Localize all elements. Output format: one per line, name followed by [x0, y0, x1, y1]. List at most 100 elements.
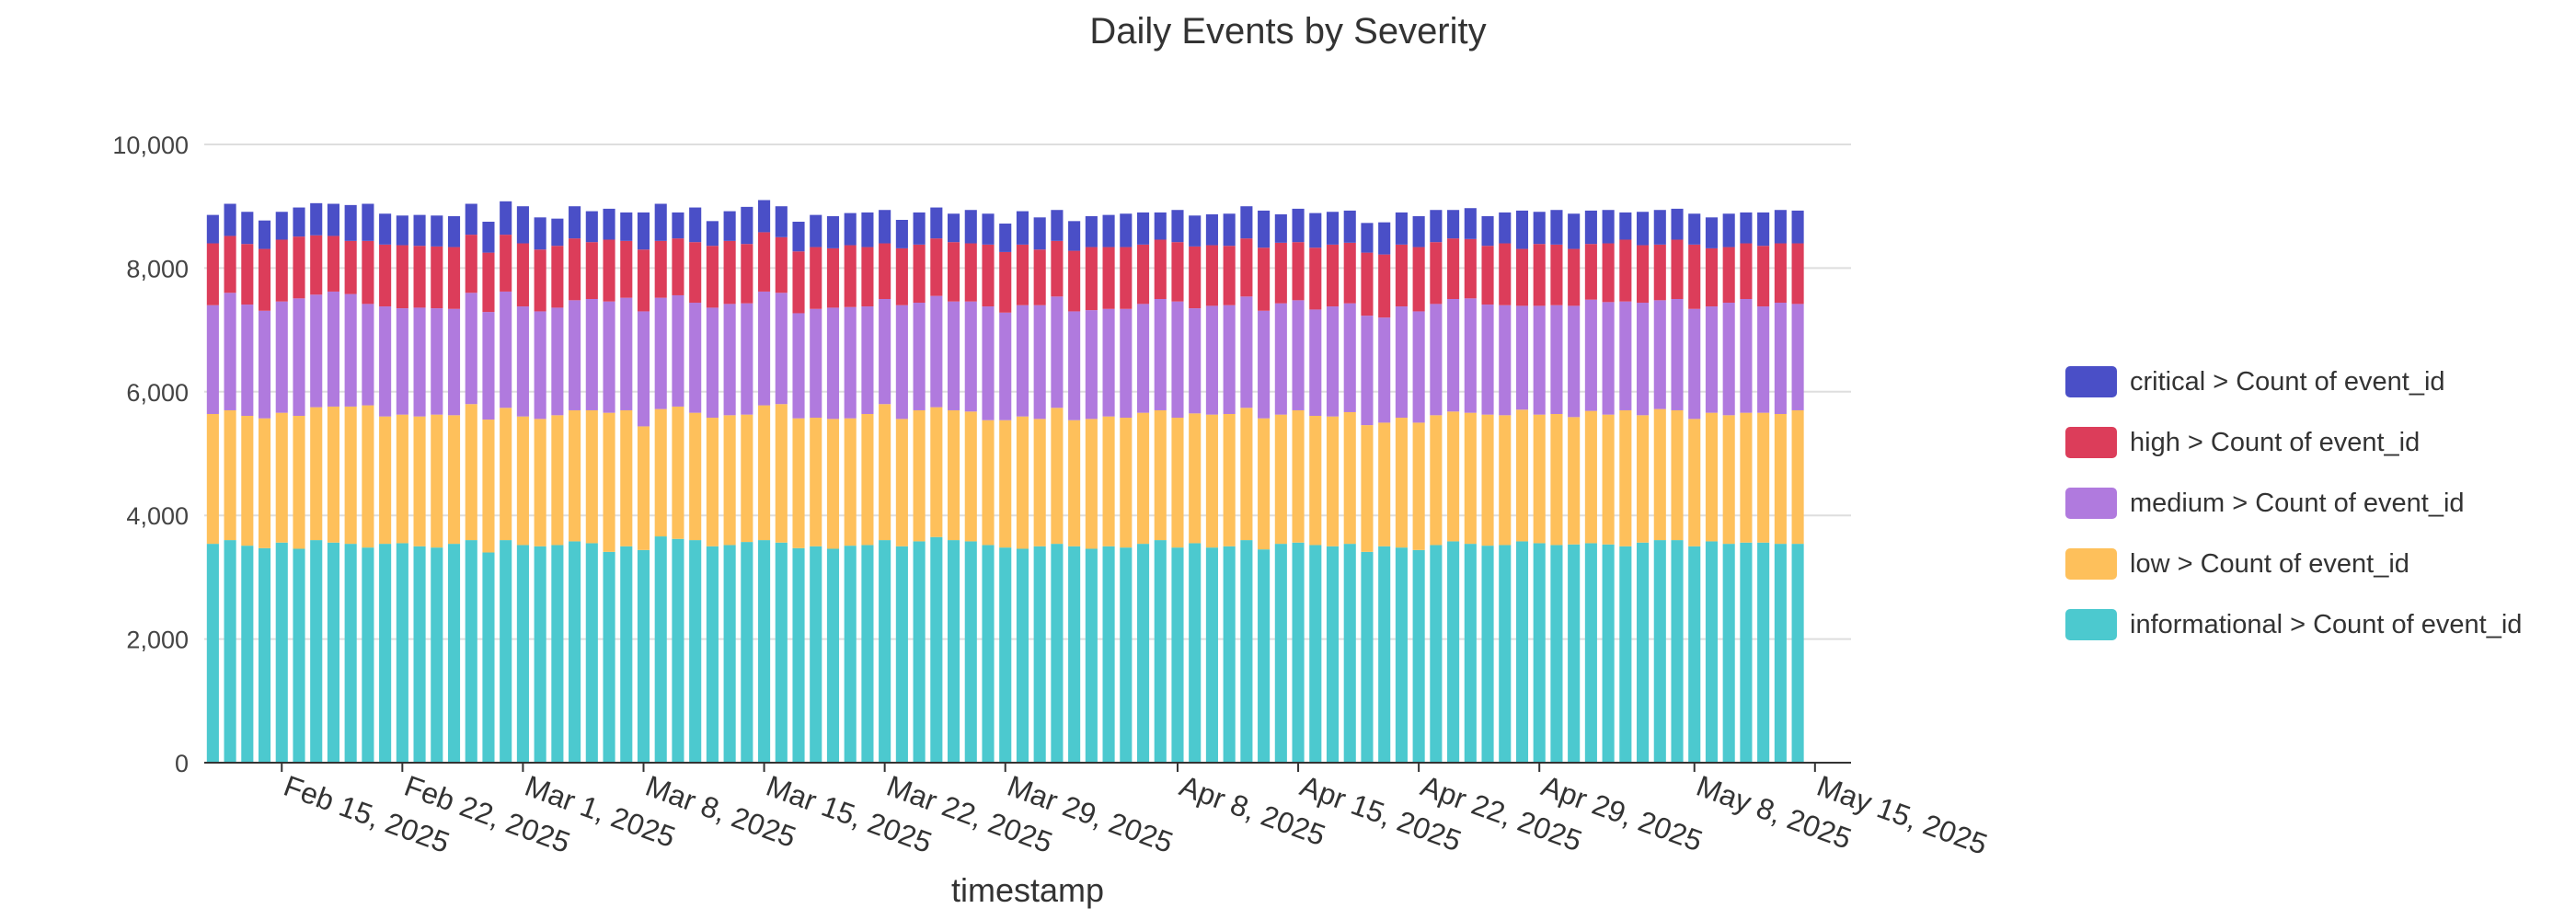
- bar-segment-high: [1637, 245, 1650, 304]
- bar-segment-critical: [689, 207, 702, 243]
- bar-segment-low: [1688, 419, 1701, 546]
- bar-segment-low: [913, 409, 926, 542]
- bar-segment-critical: [964, 210, 977, 244]
- legend-item-medium: medium > Count of event_id: [2065, 473, 2522, 534]
- bar-segment-informational: [1085, 548, 1098, 763]
- bar-segment-informational: [551, 545, 564, 763]
- legend-item-informational: informational > Count of event_id: [2065, 594, 2522, 655]
- bar-segment-informational: [1533, 543, 1546, 763]
- bar-segment-low: [1499, 415, 1512, 546]
- bar-segment-informational: [585, 543, 598, 763]
- bar-segment-critical: [1361, 223, 1374, 253]
- bar-segment-high: [585, 242, 598, 299]
- bar-segment-low: [792, 418, 805, 548]
- bar-segment-low: [1258, 418, 1271, 550]
- bar-segment-medium: [569, 300, 581, 410]
- bar-segment-low: [275, 412, 288, 543]
- bar-segment-high: [964, 243, 977, 302]
- bar-segment-medium: [1154, 299, 1167, 410]
- bar-segment-high: [879, 243, 891, 299]
- bar-segment-high: [1326, 244, 1340, 307]
- bar-segment-informational: [723, 545, 736, 763]
- bar-segment-critical: [1688, 213, 1701, 245]
- bar-segment-informational: [396, 543, 408, 763]
- bar-segment-critical: [500, 201, 512, 236]
- bar-segment-high: [327, 236, 339, 292]
- bar-segment-informational: [1653, 540, 1666, 763]
- bar-segment-critical: [1499, 212, 1512, 244]
- bar-segment-critical: [1791, 210, 1804, 244]
- bar-segment-low: [1464, 412, 1477, 545]
- bar-segment-low: [1189, 413, 1202, 544]
- y-tick-label: 10,000: [112, 132, 189, 159]
- bar-segment-high: [1102, 247, 1115, 309]
- bar-segment-critical: [1292, 208, 1305, 243]
- bar-segment-low: [1085, 419, 1098, 549]
- bar-segment-informational: [275, 542, 288, 763]
- bar-segment-high: [362, 240, 374, 305]
- bar-segment-critical: [1395, 212, 1408, 245]
- bar-segment-critical: [1102, 214, 1115, 247]
- bar-segment-informational: [654, 536, 667, 763]
- bar-segment-informational: [1051, 544, 1064, 763]
- bar-segment-low: [964, 411, 977, 542]
- bar-segment-high: [895, 247, 908, 305]
- bar-segment-low: [654, 408, 667, 537]
- bar-segment-critical: [792, 222, 805, 252]
- bar-segment-informational: [344, 544, 357, 763]
- bar-segment-low: [396, 414, 408, 544]
- bar-segment-informational: [1274, 544, 1287, 763]
- bar-segment-critical: [706, 221, 719, 247]
- bar-segment-high: [500, 235, 512, 292]
- bar-segment-low: [362, 405, 374, 548]
- bar-segment-medium: [1189, 308, 1202, 414]
- bar-segment-informational: [930, 536, 943, 763]
- bar-segment-critical: [758, 200, 771, 233]
- bar-segment-low: [1205, 414, 1218, 548]
- bar-segment-low: [241, 416, 254, 546]
- bar-segment-high: [1722, 247, 1735, 304]
- bar-segment-high: [482, 252, 495, 313]
- bar-segment-informational: [1447, 541, 1460, 763]
- bar-segment-informational: [1602, 544, 1615, 763]
- bar-segment-critical: [1120, 213, 1133, 247]
- bar-segment-low: [758, 405, 771, 541]
- bar-segment-informational: [1240, 540, 1253, 763]
- bar-segment-low: [844, 418, 857, 546]
- bar-segment-informational: [603, 551, 615, 763]
- bar-segment-medium: [1102, 308, 1115, 417]
- bar-segment-critical: [585, 211, 598, 243]
- bar-segment-medium: [516, 306, 529, 417]
- bar-segment-critical: [1584, 210, 1597, 245]
- bar-segment-medium: [672, 294, 684, 407]
- bar-segment-low: [327, 406, 339, 543]
- bar-segment-high: [672, 238, 684, 295]
- bar-segment-medium: [1033, 305, 1046, 420]
- bar-segment-high: [534, 249, 546, 312]
- bar-segment-low: [1584, 410, 1597, 544]
- bar-segment-informational: [1068, 546, 1081, 763]
- bar-segment-medium: [447, 308, 461, 416]
- legend-label-critical: critical > Count of event_id: [2130, 366, 2445, 397]
- bar-segment-medium: [293, 298, 305, 417]
- bar-segment-low: [895, 419, 908, 546]
- bar-segment-low: [1068, 420, 1081, 546]
- bar-segment-medium: [964, 301, 977, 412]
- bar-segment-medium: [844, 306, 857, 419]
- bar-segment-low: [1550, 413, 1563, 546]
- bar-segment-critical: [1568, 213, 1581, 249]
- bar-segment-medium: [1412, 311, 1425, 423]
- bar-segment-low: [258, 418, 271, 548]
- bar-segment-medium: [551, 307, 564, 416]
- bar-segment-informational: [844, 546, 857, 763]
- bar-segment-medium: [1774, 303, 1787, 414]
- bar-segment-critical: [741, 206, 753, 245]
- bar-segment-critical: [275, 212, 288, 240]
- bar-segment-medium: [1550, 305, 1563, 414]
- bar-segment-low: [516, 416, 529, 546]
- bar-segment-medium: [810, 308, 822, 419]
- legend-label-informational: informational > Count of event_id: [2130, 609, 2523, 639]
- bar-segment-low: [723, 415, 736, 546]
- bar-segment-critical: [1189, 215, 1202, 247]
